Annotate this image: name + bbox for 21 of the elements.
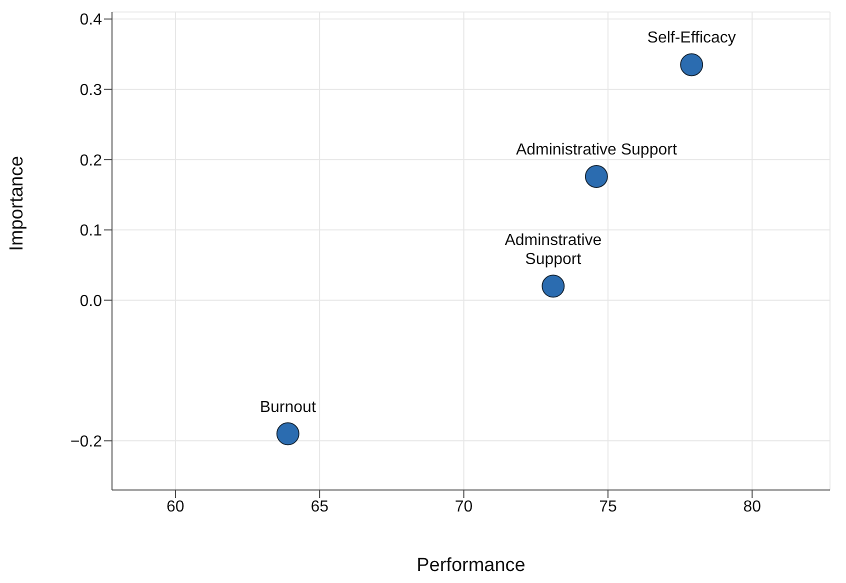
y-tick-label: 0.1 — [80, 222, 102, 240]
annotation: Administrative Support — [516, 141, 678, 158]
point — [680, 53, 704, 76]
y-tick-label: −0.2 — [70, 433, 102, 450]
y-tick-label: 0.2 — [80, 152, 102, 170]
x-tick-label: 60 — [166, 498, 184, 516]
x-tick-label: 65 — [310, 498, 329, 516]
point — [584, 164, 608, 188]
x-tick-label: 70 — [454, 498, 473, 516]
y-tick-label: 0.3 — [80, 82, 102, 100]
y-tick-label: 0.0 — [80, 292, 102, 310]
y-tick-label: 0.4 — [80, 12, 102, 29]
x-axis-title: Performance — [416, 555, 526, 576]
point — [542, 274, 565, 298]
x-tick-label: 80 — [743, 498, 762, 516]
annotation: Adminstrative Support — [504, 232, 602, 268]
annotation: Burnout — [260, 398, 316, 416]
point — [276, 422, 300, 446]
x-tick-label: 75 — [599, 498, 617, 516]
y-axis-title: Importance — [6, 156, 28, 251]
annotation: Self-Efficacy — [647, 30, 736, 47]
